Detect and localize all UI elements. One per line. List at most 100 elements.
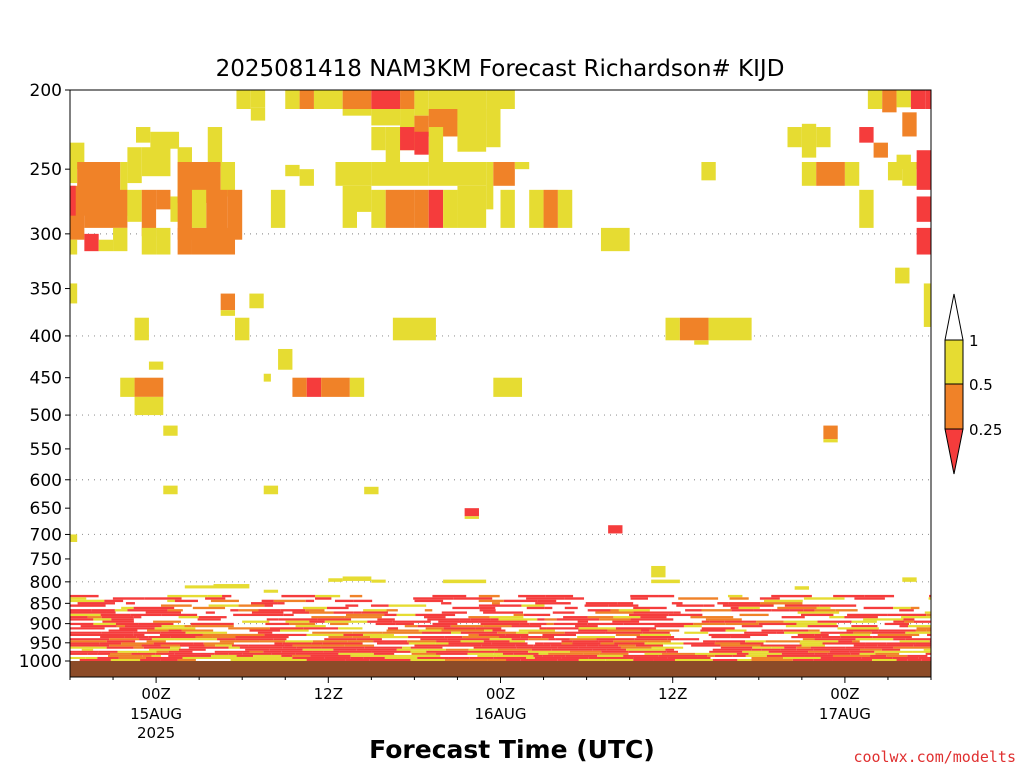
ri-band-cell (877, 644, 914, 647)
ri-band-cell (139, 638, 152, 641)
ri-cell (357, 185, 372, 212)
ri-band-cell (533, 654, 543, 657)
ri-band-cell (926, 629, 931, 632)
ri-band-cell (396, 613, 416, 617)
y-tick-label: 900 (30, 615, 62, 635)
ri-band-cell (771, 609, 790, 612)
ri-band-cell (333, 611, 354, 614)
ri-band-cell (768, 650, 809, 653)
ri-band-cell (613, 616, 641, 619)
ri-band-cell (633, 606, 667, 610)
ri-cell (392, 317, 436, 341)
ri-band-cell (108, 654, 143, 657)
ri-band-cell (489, 638, 512, 641)
ri-band-cell (899, 640, 930, 643)
ri-cell (270, 189, 286, 228)
x-tick-date: 16AUG (475, 705, 527, 723)
ri-band-cell (912, 650, 931, 653)
ri-band-cell (143, 646, 171, 649)
ri-band-cell (587, 609, 611, 612)
ri-cell (120, 161, 128, 216)
ri-band-cell (711, 636, 731, 639)
ri-band-cell (375, 622, 396, 626)
ri-band-cell (820, 631, 854, 634)
ri-band-cell (904, 620, 914, 623)
ri-cell (694, 340, 709, 345)
ri-band-cell (311, 642, 323, 645)
ri-band-cell (874, 650, 913, 653)
ri-band-cell (690, 616, 734, 619)
ri-band-cell (479, 606, 496, 610)
x-tick-date: 17AUG (819, 705, 871, 723)
ri-band-cell (238, 604, 265, 607)
ri-band-cell (614, 642, 645, 645)
ri-band-cell (350, 654, 371, 657)
ri-band-cell (928, 597, 931, 600)
ri-band-cell (70, 644, 110, 647)
ri-band-cell (561, 656, 589, 659)
ri-band-cell (709, 650, 743, 653)
ri-band-cell (269, 627, 304, 630)
ri-band-cell (160, 631, 186, 634)
ri-band-cell (283, 613, 294, 617)
x-tick-year: 2025 (137, 724, 175, 742)
ri-band-cell (170, 646, 181, 649)
ri-band-cell (441, 602, 452, 605)
ri-band-cell (364, 646, 403, 649)
ri-band-cell (450, 625, 484, 628)
ri-band-cell (479, 609, 496, 612)
ri-band-cell (153, 620, 181, 623)
plot-area: 200 250 300 350 400 450 500 550 600 650 700 750 8008… (19, 81, 932, 742)
ri-band-cell (491, 642, 528, 645)
ri-band-cell (200, 654, 212, 657)
ri-cell (184, 585, 214, 589)
ri-band-cell (138, 622, 174, 626)
ri-band-cell (671, 602, 683, 605)
ri-band-cell (414, 644, 455, 647)
ri-band-cell (804, 654, 833, 657)
ri-cell (414, 90, 429, 116)
ri-band-cell (797, 633, 815, 637)
ri-band-cell (926, 613, 931, 617)
ri-band-cell (796, 622, 837, 626)
ri-band-cell (233, 613, 244, 617)
ri-band-cell (85, 656, 98, 659)
ri-band-cell (70, 642, 100, 645)
ri-band-cell (182, 656, 218, 659)
ri-band-cell (533, 644, 551, 647)
ri-band-cell (281, 594, 316, 598)
ri-band-cell (188, 646, 229, 649)
ri-cell (414, 189, 429, 228)
ri-band-cell (104, 599, 124, 603)
ri-cell (263, 589, 279, 593)
ri-band-cell (893, 638, 906, 641)
watermark-link[interactable]: coolwx.com/modelts (853, 748, 1016, 766)
ri-band-cell (167, 594, 208, 598)
colorbar: 0.25 0.5 1 (944, 293, 1002, 475)
ri-band-cell (620, 646, 652, 649)
ri-band-cell (453, 597, 493, 600)
ri-band-cell (444, 636, 463, 639)
ri-band-cell (796, 646, 811, 649)
ri-band-cell (305, 599, 315, 603)
ri-band-cell (760, 602, 803, 605)
ri-band-cell (303, 627, 339, 630)
ri-band-cell (569, 650, 602, 653)
ri-band-cell (408, 642, 436, 645)
ri-band-cell (800, 640, 839, 643)
ri-band-cell (285, 620, 310, 623)
ri-band-cell (483, 625, 512, 628)
ri-cell (486, 108, 501, 148)
ri-band-cell (511, 625, 542, 628)
ri-band-cell (550, 644, 587, 647)
ri-band-cell (516, 646, 558, 649)
ri-band-cell (529, 622, 547, 626)
ri-band-cell (725, 629, 747, 632)
ri-band-cell (168, 629, 182, 632)
ri-band-cell (460, 631, 498, 634)
ri-band-cell (339, 650, 372, 653)
ri-band-cell (289, 622, 316, 626)
ri-band-cell (783, 629, 809, 632)
ri-band-cell (70, 599, 105, 603)
ri-band-cell (872, 636, 912, 639)
